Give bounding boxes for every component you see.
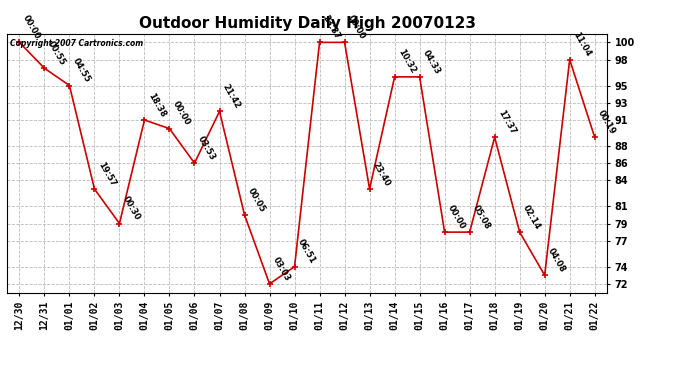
- Text: 23:37: 23:37: [321, 13, 342, 41]
- Text: 04:55: 04:55: [71, 57, 92, 84]
- Text: 00:19: 00:19: [596, 108, 617, 136]
- Text: Copyright 2007 Cartronics.com: Copyright 2007 Cartronics.com: [10, 39, 143, 48]
- Text: 00:00: 00:00: [446, 203, 467, 231]
- Text: 00:00: 00:00: [21, 13, 42, 41]
- Text: 04:33: 04:33: [421, 48, 442, 75]
- Text: 11:04: 11:04: [571, 31, 592, 58]
- Text: 23:40: 23:40: [371, 160, 392, 188]
- Title: Outdoor Humidity Daily High 20070123: Outdoor Humidity Daily High 20070123: [139, 16, 475, 31]
- Text: 04:08: 04:08: [546, 246, 567, 274]
- Text: 10:32: 10:32: [396, 48, 417, 75]
- Text: 03:53: 03:53: [196, 134, 217, 162]
- Text: 18:38: 18:38: [146, 91, 167, 118]
- Text: 21:42: 21:42: [221, 82, 242, 110]
- Text: 19:57: 19:57: [96, 160, 117, 188]
- Text: 00:00: 00:00: [346, 13, 367, 41]
- Text: 00:55: 00:55: [46, 39, 67, 67]
- Text: 00:05: 00:05: [246, 186, 267, 213]
- Text: 06:51: 06:51: [296, 238, 317, 265]
- Text: 02:14: 02:14: [521, 203, 542, 231]
- Text: 03:03: 03:03: [271, 255, 292, 282]
- Text: 17:37: 17:37: [496, 108, 517, 136]
- Text: 05:08: 05:08: [471, 203, 492, 231]
- Text: 00:00: 00:00: [171, 100, 192, 127]
- Text: 00:30: 00:30: [121, 195, 142, 222]
